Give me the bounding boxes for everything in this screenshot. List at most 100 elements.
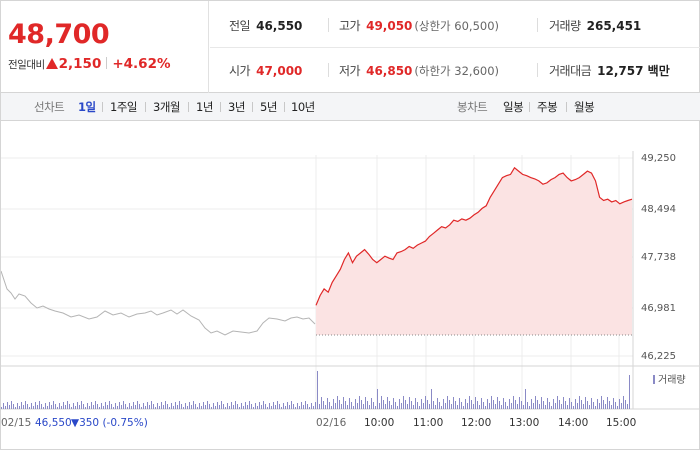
change-amount: 2,150 <box>58 56 102 72</box>
volume-bar <box>501 405 502 409</box>
tab-10year[interactable]: 10년 <box>291 100 315 114</box>
volume-bar <box>457 405 458 409</box>
x-tick-label: 14:00 <box>558 417 588 429</box>
stat-sub: (하한가 32,600) <box>414 64 500 78</box>
divider <box>220 102 221 112</box>
volume-bar <box>503 398 504 409</box>
volume-bar <box>293 404 294 409</box>
volume-bar <box>231 402 232 409</box>
divider <box>566 102 567 112</box>
volume-bar <box>123 401 124 409</box>
volume-bar <box>337 396 338 409</box>
tab-daily-candle[interactable]: 일봉 <box>503 100 524 114</box>
volume-bar <box>141 407 142 409</box>
volume-bar <box>333 399 334 409</box>
divider <box>102 102 103 112</box>
volume-bar <box>399 399 400 409</box>
volume-bar <box>479 405 480 409</box>
volume-bar <box>331 406 332 409</box>
volume-bar <box>477 401 478 409</box>
volume-bar <box>131 406 132 409</box>
divider <box>537 18 538 32</box>
volume-bar <box>349 398 350 409</box>
volume-bar <box>143 403 144 409</box>
volume-bar <box>163 405 164 409</box>
volume-bar <box>61 406 62 409</box>
stat-sub: (상한가 60,500) <box>414 19 500 33</box>
intraday-chart: 49,250 48,494 47,738 46,981 46,225 거래량 0… <box>1 151 700 429</box>
volume-bar <box>127 407 128 409</box>
volume-bar <box>607 397 608 409</box>
volume-bar <box>439 402 440 409</box>
volume-bar <box>441 406 442 409</box>
volume-bar <box>419 406 420 409</box>
volume-bar <box>273 402 274 409</box>
volume-bar <box>207 401 208 409</box>
tab-1year[interactable]: 1년 <box>196 100 213 114</box>
volume-bar <box>499 401 500 409</box>
volume-bar <box>395 402 396 409</box>
volume-bar <box>359 396 360 409</box>
volume-bar <box>629 375 630 409</box>
volume-bar <box>155 407 156 409</box>
volume-bar <box>193 401 194 409</box>
x-tick-label: 12:00 <box>461 417 491 429</box>
volume-bar <box>585 397 586 409</box>
divider <box>106 57 108 69</box>
volume-bar <box>77 402 78 409</box>
prev-day-close: 46,550 <box>35 417 72 429</box>
volume-bar <box>385 404 386 409</box>
volume-bar <box>415 398 416 409</box>
volume-bar <box>493 400 494 409</box>
stat-amount: 거래대금 12,757 백만 <box>549 62 670 79</box>
volume-bar <box>87 403 88 409</box>
tab-1day[interactable]: 1일 <box>78 100 96 114</box>
volume-bar <box>289 405 290 409</box>
volume-bar <box>179 401 180 409</box>
volume-bar <box>255 403 256 409</box>
volume-bar <box>575 399 576 409</box>
volume-bar <box>253 407 254 409</box>
stat-label: 전일 <box>229 19 251 33</box>
volume-bar <box>89 406 90 409</box>
volume-bar <box>529 406 530 409</box>
volume-bar <box>351 402 352 409</box>
volume-bar <box>285 406 286 409</box>
y-tick-label: 48,494 <box>641 204 676 215</box>
tab-3year[interactable]: 3년 <box>228 100 245 114</box>
volume-bar <box>597 399 598 409</box>
volume-bar <box>335 403 336 409</box>
tab-5year[interactable]: 5년 <box>260 100 277 114</box>
tab-weekly-candle[interactable]: 주봉 <box>537 100 558 114</box>
volume-bar <box>315 402 316 409</box>
volume-bar <box>409 397 410 409</box>
volume-bar <box>91 402 92 409</box>
volume-bar <box>133 402 134 409</box>
tab-monthly-candle[interactable]: 월봉 <box>574 100 595 114</box>
volume-bar <box>185 403 186 409</box>
volume-legend: 거래량 <box>658 374 686 386</box>
volume-bar <box>157 403 158 409</box>
volume-bar <box>469 396 470 409</box>
volume-bar <box>461 402 462 409</box>
volume-bar <box>153 404 154 409</box>
volume-bar <box>245 402 246 409</box>
volume-bar <box>1 407 2 409</box>
x-tick-label: 11:00 <box>413 417 443 429</box>
volume-bar <box>361 400 362 409</box>
volume-bar <box>183 407 184 409</box>
tab-1week[interactable]: 1주일 <box>110 100 137 114</box>
volume-bar <box>377 389 378 409</box>
volume-bar <box>381 396 382 409</box>
volume-bar <box>99 407 100 409</box>
divider <box>284 102 285 112</box>
change-line: 전일대비 2,150 +4.62% <box>8 56 171 72</box>
volume-bars <box>1 371 630 409</box>
volume-bar <box>517 404 518 409</box>
tab-3month[interactable]: 3개월 <box>153 100 180 114</box>
volume-bar <box>201 406 202 409</box>
volume-bar <box>619 399 620 409</box>
volume-bar <box>25 401 26 409</box>
volume-bar <box>465 399 466 409</box>
volume-bar <box>41 404 42 409</box>
